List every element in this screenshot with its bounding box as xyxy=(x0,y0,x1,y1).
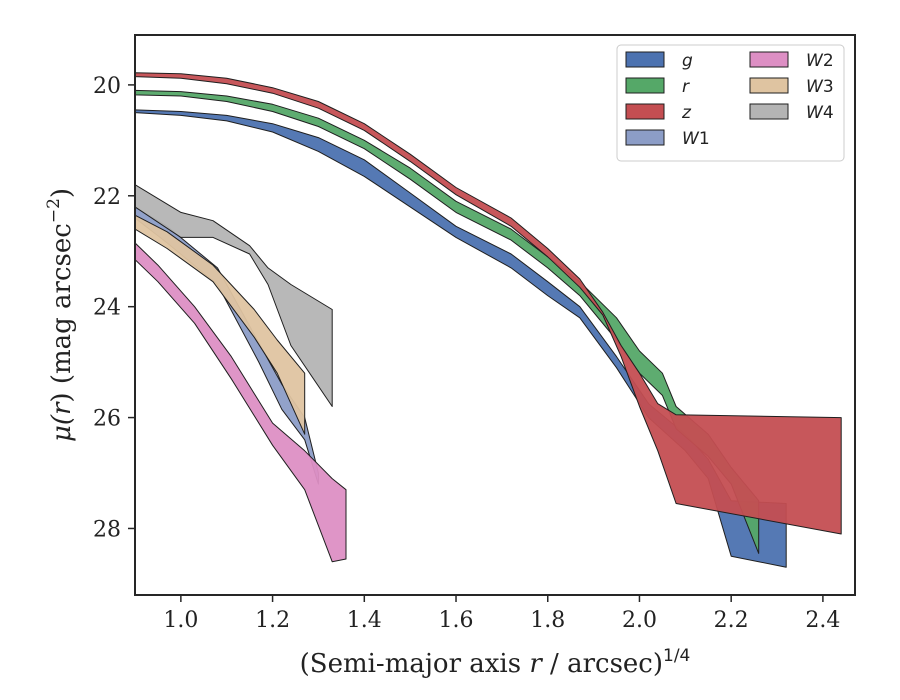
legend-label-W1: W1 xyxy=(682,129,710,149)
profile-bands xyxy=(135,72,842,568)
x-tick-label: 1.8 xyxy=(530,608,565,633)
x-tick-label: 1.4 xyxy=(347,608,382,633)
legend-label-g: g xyxy=(682,51,693,71)
legend: grz W1 W2 W3 W4 xyxy=(616,44,845,162)
legend-label-W2: W2 xyxy=(806,51,834,71)
legend-swatch-W3 xyxy=(749,77,789,94)
y-tick-label: 28 xyxy=(93,517,121,542)
x-tick-label: 1.6 xyxy=(439,608,474,633)
x-tick-label: 2.4 xyxy=(805,608,840,633)
band-W4 xyxy=(135,184,333,407)
legend-swatch-g xyxy=(625,51,665,68)
legend-frame xyxy=(616,44,845,162)
axis-ticks: 1.0 1.2 1.4 1.6 1.8 2.0 2.2 2.4 20 22 24 26 28 xyxy=(93,74,840,633)
legend-label-W3: W3 xyxy=(806,77,834,97)
legend-swatch-W1 xyxy=(625,129,665,146)
legend-swatch-W2 xyxy=(749,51,789,68)
legend-swatch-r xyxy=(625,77,665,94)
x-tick-label: 1.0 xyxy=(163,608,198,633)
band-z xyxy=(135,72,842,535)
x-tick-label: 2.0 xyxy=(622,608,657,633)
x-axis-label: (Semi-major axis r / arcsec)1/4 xyxy=(300,646,691,679)
band-W3 xyxy=(135,214,306,435)
plot-frame xyxy=(134,34,856,596)
legend-swatch-W4 xyxy=(749,103,789,120)
y-tick-label: 26 xyxy=(93,407,121,432)
y-tick-label: 24 xyxy=(93,296,121,321)
band-W2 xyxy=(135,242,347,563)
legend-swatch-z xyxy=(625,103,665,120)
legend-label-r: r xyxy=(682,77,690,97)
legend-label-z: z xyxy=(681,103,692,123)
x-tick-label: 1.2 xyxy=(255,608,290,633)
y-tick-label: 20 xyxy=(93,74,121,99)
band-g xyxy=(135,109,787,568)
legend-label-W4: W4 xyxy=(806,103,834,123)
y-tick-label: 22 xyxy=(93,185,121,210)
y-axis-label: μ(r) (mag arcsec−2) xyxy=(44,188,77,442)
band-r xyxy=(135,89,760,554)
x-tick-label: 2.2 xyxy=(714,608,749,633)
